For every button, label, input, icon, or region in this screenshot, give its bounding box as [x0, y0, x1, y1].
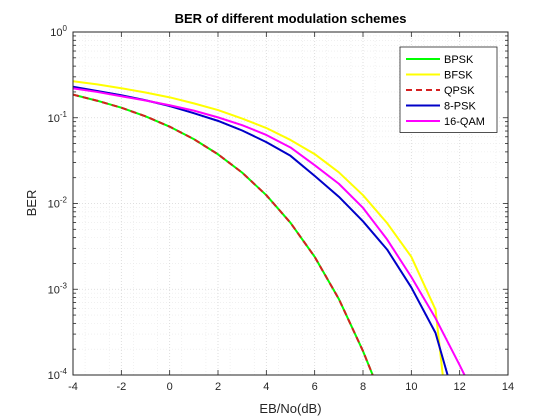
x-tick-label: 2 [215, 381, 221, 393]
x-tick-label: 0 [167, 381, 173, 393]
legend-label-qpsk: QPSK [444, 85, 475, 97]
x-tick-label: 12 [454, 381, 466, 393]
x-axis-label: EB/No(dB) [259, 401, 321, 416]
chart-title: BER of different modulation schemes [175, 11, 407, 26]
x-tick-label: -2 [116, 381, 126, 393]
y-tick-label: 100 [50, 24, 67, 39]
x-tick-label: 14 [502, 381, 514, 393]
x-tick-label: 10 [405, 381, 417, 393]
series-line-16-qam [73, 87, 466, 375]
y-axis-label: BER [24, 190, 39, 217]
series-lines [73, 80, 466, 375]
legend: BPSK BFSK QPSK 8-PSK 16-QAM [399, 46, 498, 133]
x-tick-labels: -4 -2 0 2 4 6 8 10 12 14 [68, 381, 514, 393]
y-tick-label: 10-1 [48, 110, 68, 125]
series-line-qpsk [73, 93, 374, 375]
x-tick-label: 8 [360, 381, 366, 393]
y-tick-labels: 100 10-1 10-2 10-3 10-4 [48, 24, 68, 382]
legend-label-bpsk: BPSK [444, 54, 474, 66]
minor-grid [73, 32, 508, 375]
y-tick-label: 10-4 [48, 367, 68, 382]
x-tick-label: 6 [312, 381, 318, 393]
legend-items: BPSK BFSK QPSK 8-PSK 16-QAM [406, 54, 485, 128]
axis-ticks [72, 31, 509, 376]
series-line-bfsk [73, 80, 444, 375]
x-tick-label: 4 [263, 381, 269, 393]
legend-label-16-qam: 16-QAM [444, 116, 485, 128]
legend-label-bfsk: BFSK [444, 70, 473, 82]
x-tick-label: -4 [68, 381, 78, 393]
y-tick-label: 10-2 [48, 196, 68, 211]
legend-label-8-psk: 8-PSK [444, 101, 476, 113]
y-tick-label: 10-3 [48, 281, 68, 296]
